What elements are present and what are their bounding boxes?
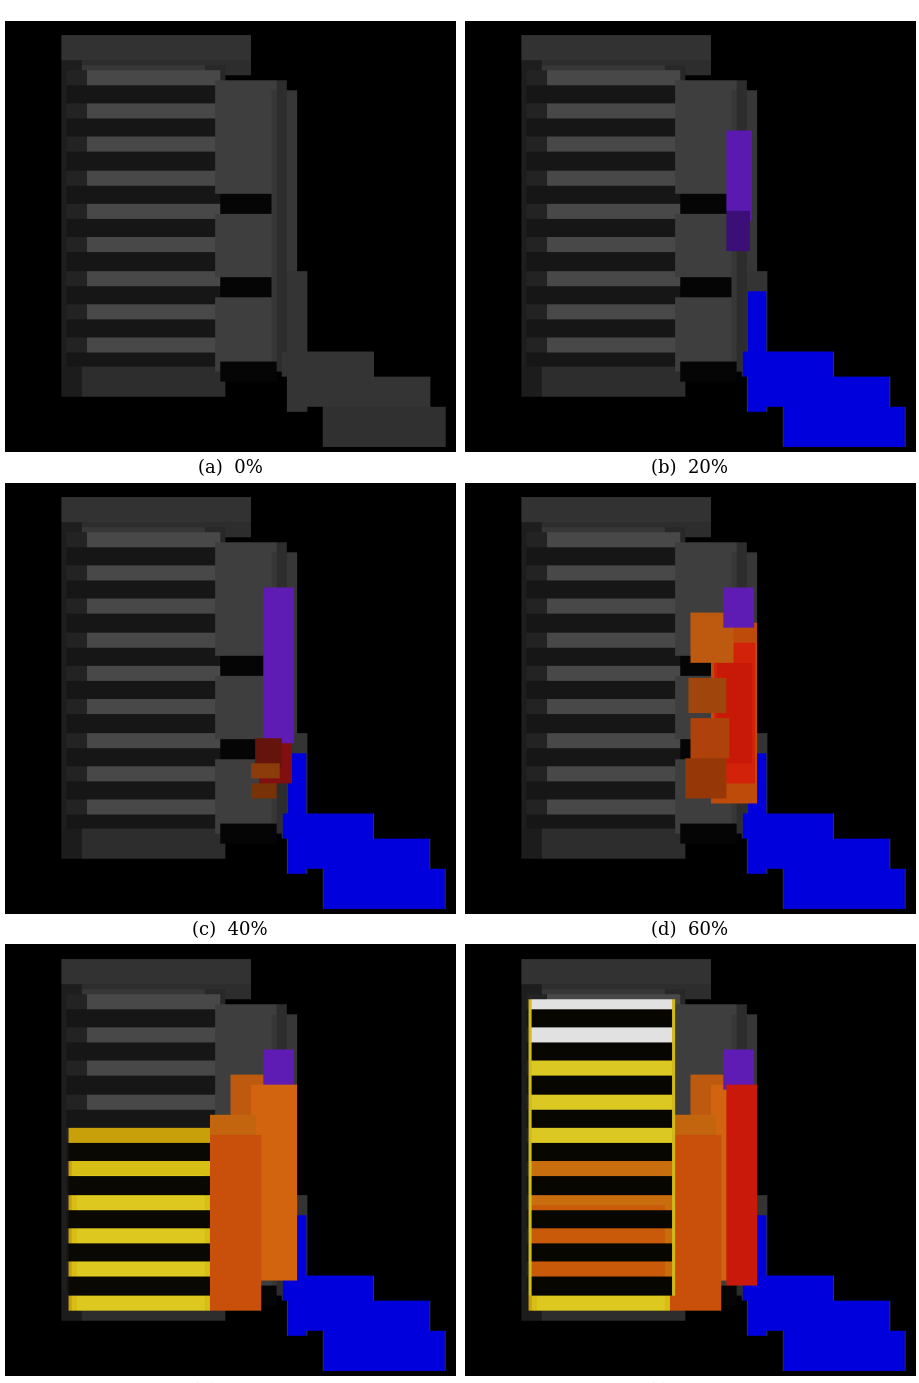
X-axis label: (b)  20%: (b) 20% — [651, 459, 728, 477]
X-axis label: (a)  0%: (a) 0% — [198, 459, 262, 477]
X-axis label: (c)  40%: (c) 40% — [192, 921, 267, 939]
X-axis label: (d)  60%: (d) 60% — [651, 921, 728, 939]
